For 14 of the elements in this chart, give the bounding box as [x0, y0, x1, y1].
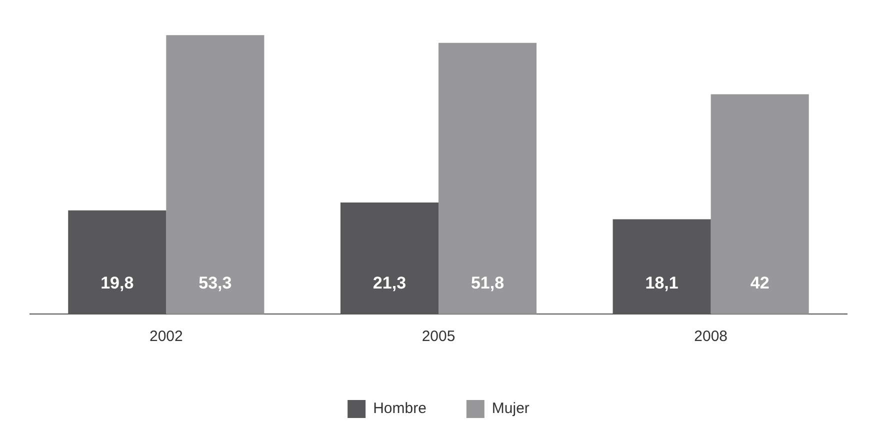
- legend-label: Hombre: [373, 400, 426, 418]
- legend-label: Mujer: [492, 400, 530, 418]
- x-tick-label: 2005: [422, 328, 456, 346]
- bar: [438, 42, 537, 314]
- data-label: 21,3: [372, 274, 406, 293]
- data-label: 42: [750, 274, 770, 293]
- bar: [166, 35, 264, 314]
- x-tick-label: 2008: [694, 328, 728, 346]
- data-label: 18,1: [645, 274, 678, 293]
- x-tick-label: 2002: [149, 328, 183, 346]
- bar: [710, 94, 809, 314]
- data-label: 19,8: [100, 274, 134, 293]
- data-label: 53,3: [198, 274, 232, 293]
- data-label: 51,8: [470, 274, 504, 293]
